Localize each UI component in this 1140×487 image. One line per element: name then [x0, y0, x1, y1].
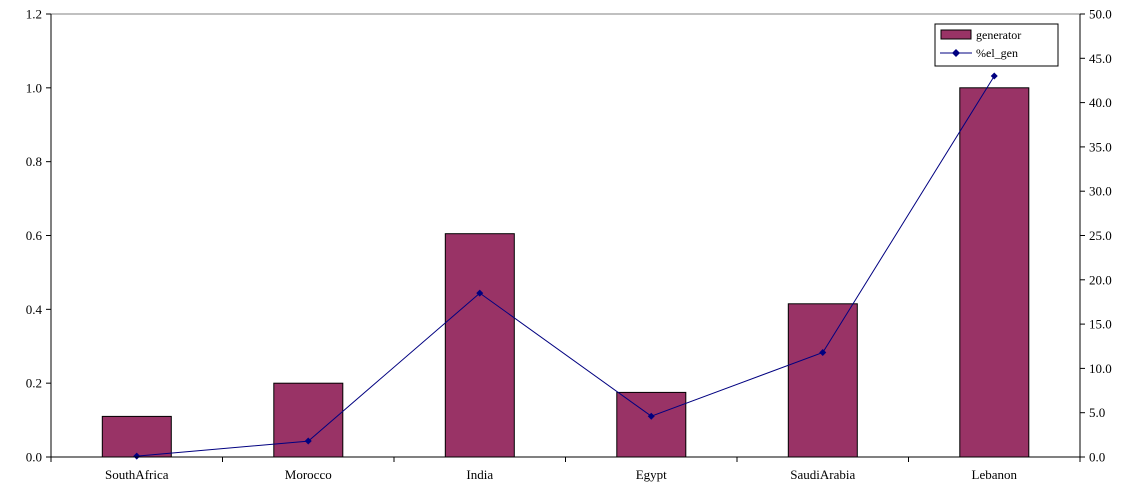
y-left-tick-label: 1.2 — [26, 7, 42, 22]
bar-lebanon — [959, 87, 1030, 458]
y-right-tick-label: 10.0 — [1089, 361, 1112, 376]
el-gen-point-morocco — [304, 437, 312, 445]
x-tick-label-saudiarabia: SaudiArabia — [790, 467, 855, 482]
y-right-tick-label: 50.0 — [1089, 7, 1112, 22]
y-right-tick-label: 15.0 — [1089, 317, 1112, 332]
bar-morocco — [273, 382, 344, 458]
y-right-tick-label: 25.0 — [1089, 228, 1112, 243]
bar-india — [444, 233, 515, 458]
y-left-tick-label: 0.8 — [26, 154, 42, 169]
y-right-tick-label: 5.0 — [1089, 405, 1105, 420]
bar-saudiarabia — [787, 303, 858, 458]
legend-label-generator: generator — [976, 28, 1021, 42]
y-right-tick-label: 45.0 — [1089, 51, 1112, 66]
plot-area — [50, 13, 1081, 458]
el-gen-point-saudiarabia — [819, 348, 827, 356]
legend-marker-el-gen — [952, 49, 960, 57]
el-gen-point-india — [476, 289, 484, 297]
legend-swatch-generator — [940, 29, 972, 40]
x-tick-label-india: India — [466, 467, 493, 482]
y-right-tick-label: 0.0 — [1089, 450, 1105, 465]
x-tick-label-lebanon: Lebanon — [972, 467, 1018, 482]
y-left-tick-label: 0.4 — [26, 302, 43, 317]
legend-label-el-gen: %el_gen — [976, 46, 1018, 60]
line-layer — [133, 72, 998, 460]
axes-layer: 0.0 0.2 0.4 0.6 0.8 1.0 1.2 0.0 5.0 10.0 15.0 20.0 2… — [26, 7, 1112, 483]
x-tick-label-egypt: Egypt — [636, 467, 667, 482]
y-right-tick-label: 40.0 — [1089, 95, 1112, 110]
el-gen-line — [136, 75, 995, 457]
y-left-tick-label: 0.6 — [26, 228, 43, 243]
y-left-tick-label: 0.2 — [26, 376, 42, 391]
legend: generator %el_gen — [934, 23, 1059, 67]
x-tick-label-southafrica: SouthAfrica — [105, 467, 169, 482]
el-gen-point-lebanon — [990, 72, 998, 80]
bar-egypt — [616, 391, 687, 458]
bar-southafrica — [101, 415, 172, 458]
y-right-tick-label: 20.0 — [1089, 272, 1112, 287]
y-right-tick-label: 30.0 — [1089, 184, 1112, 199]
y-left-tick-label: 0.0 — [26, 450, 42, 465]
x-tick-label-morocco: Morocco — [285, 467, 332, 482]
el-gen-point-southafrica — [133, 452, 141, 460]
bars-layer — [101, 87, 1030, 458]
el-gen-point-egypt — [647, 412, 655, 420]
y-right-tick-label: 35.0 — [1089, 139, 1112, 154]
y-left-tick-label: 1.0 — [26, 80, 42, 95]
